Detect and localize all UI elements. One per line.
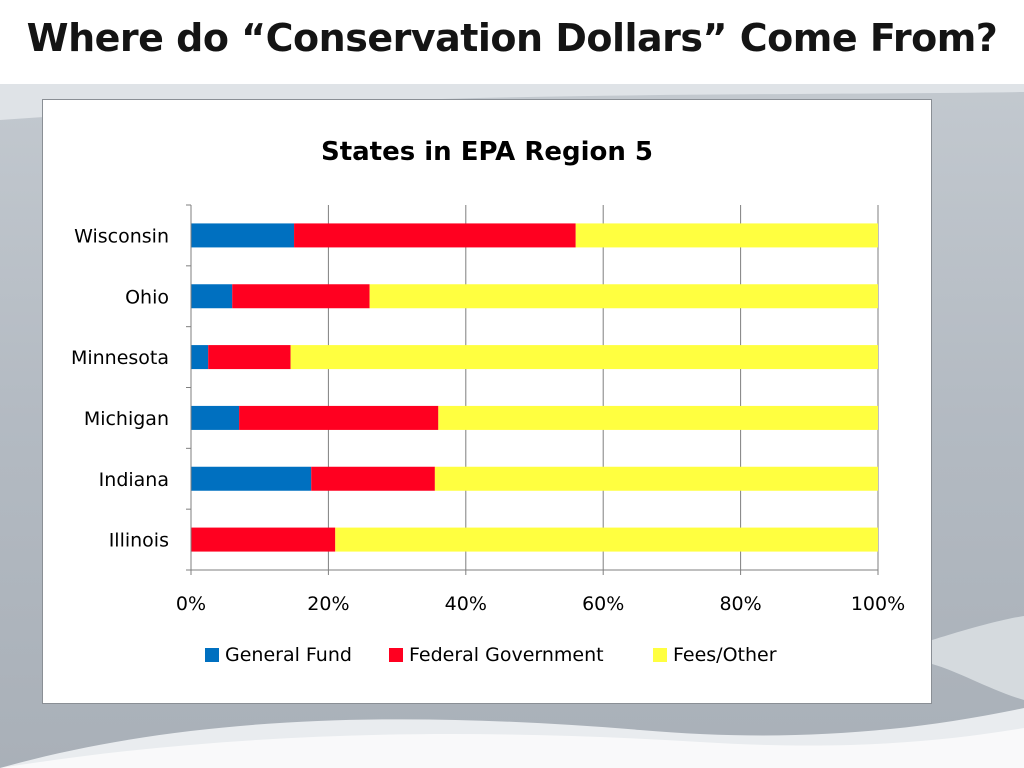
bars bbox=[191, 223, 878, 552]
bar-segment bbox=[191, 466, 312, 491]
x-tick-label: 100% bbox=[851, 593, 905, 615]
bar-segment bbox=[239, 405, 439, 430]
chart-title: States in EPA Region 5 bbox=[321, 137, 653, 167]
x-tick-label: 0% bbox=[176, 593, 206, 615]
x-tick-labels: 0% 20% 40% 60% 80% 100% bbox=[176, 593, 905, 615]
bar-segment bbox=[290, 345, 878, 370]
category-label: Indiana bbox=[99, 469, 169, 491]
bar-segment bbox=[232, 284, 370, 309]
bar-segment bbox=[191, 527, 336, 552]
x-tick-label: 20% bbox=[307, 593, 349, 615]
legend-swatch bbox=[653, 648, 667, 662]
x-tick-label: 40% bbox=[445, 593, 487, 615]
bar-segment bbox=[208, 345, 291, 370]
gridlines bbox=[327, 205, 879, 570]
legend-label: General Fund bbox=[225, 644, 352, 666]
slide-title: Where do “Conservation Dollars” Come Fro… bbox=[26, 16, 998, 60]
stacked-bar-chart: States in EPA Region 5 Wisconsin Ohio Minn… bbox=[71, 137, 905, 666]
bar-segment bbox=[369, 284, 878, 309]
legend: General Fund Federal Government Fees/Other bbox=[205, 644, 777, 666]
bar-segment bbox=[434, 466, 878, 491]
bar-segment bbox=[438, 405, 878, 430]
category-labels: Wisconsin Ohio Minnesota Michigan Indiana Ill… bbox=[71, 225, 169, 551]
title-band bbox=[0, 0, 1024, 84]
bar-segment bbox=[191, 405, 240, 430]
x-tick-label: 80% bbox=[719, 593, 761, 615]
bar-segment bbox=[311, 466, 435, 491]
category-label: Wisconsin bbox=[74, 225, 169, 247]
bar-segment bbox=[191, 223, 295, 248]
x-tick-label: 60% bbox=[582, 593, 624, 615]
category-label: Illinois bbox=[109, 530, 169, 552]
bar-segment bbox=[191, 345, 209, 370]
bar-segment bbox=[191, 284, 233, 309]
chart-frame: States in EPA Region 5 Wisconsin Ohio Minn… bbox=[42, 99, 932, 704]
legend-swatch bbox=[205, 648, 219, 662]
category-label: Ohio bbox=[125, 286, 169, 308]
legend-swatch bbox=[389, 648, 403, 662]
legend-label: Federal Government bbox=[409, 644, 604, 666]
legend-label: Fees/Other bbox=[673, 644, 777, 666]
category-label: Michigan bbox=[84, 408, 169, 430]
axes bbox=[186, 204, 879, 575]
bar-segment bbox=[294, 223, 576, 248]
category-label: Minnesota bbox=[71, 347, 169, 369]
bar-segment bbox=[335, 527, 878, 552]
bar-segment bbox=[575, 223, 878, 248]
